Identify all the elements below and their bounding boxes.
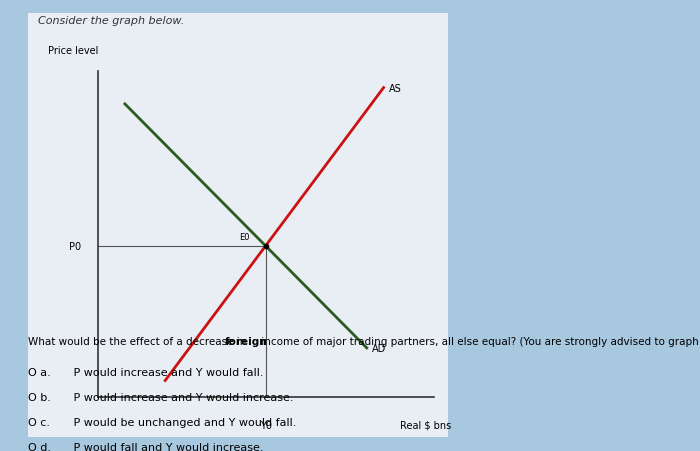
Text: E0: E0: [239, 233, 249, 242]
Text: income of major trading partners, all else equal? (You are strongly advised to g: income of major trading partners, all el…: [258, 336, 700, 346]
Text: P would be unchanged and Y would fall.: P would be unchanged and Y would fall.: [70, 417, 296, 427]
Text: P would fall and Y would increase.: P would fall and Y would increase.: [70, 442, 263, 451]
Text: P0: P0: [69, 241, 81, 251]
Text: P would increase and Y would increase.: P would increase and Y would increase.: [70, 392, 293, 402]
Text: foreign: foreign: [225, 336, 267, 346]
Text: O a.: O a.: [28, 368, 50, 377]
Text: What would be the effect of a decrease in: What would be the effect of a decrease i…: [28, 336, 250, 346]
Text: O b.: O b.: [28, 392, 51, 402]
Text: Real $ bns: Real $ bns: [400, 419, 451, 430]
Text: Price level: Price level: [48, 46, 98, 56]
Text: P would increase and Y would fall.: P would increase and Y would fall.: [70, 368, 263, 377]
Text: O d.: O d.: [28, 442, 51, 451]
Text: Consider the graph below.: Consider the graph below.: [38, 16, 185, 26]
Text: Y0: Y0: [260, 419, 272, 430]
Text: AD: AD: [372, 343, 386, 353]
Text: O c.: O c.: [28, 417, 50, 427]
Text: AS: AS: [389, 83, 401, 93]
